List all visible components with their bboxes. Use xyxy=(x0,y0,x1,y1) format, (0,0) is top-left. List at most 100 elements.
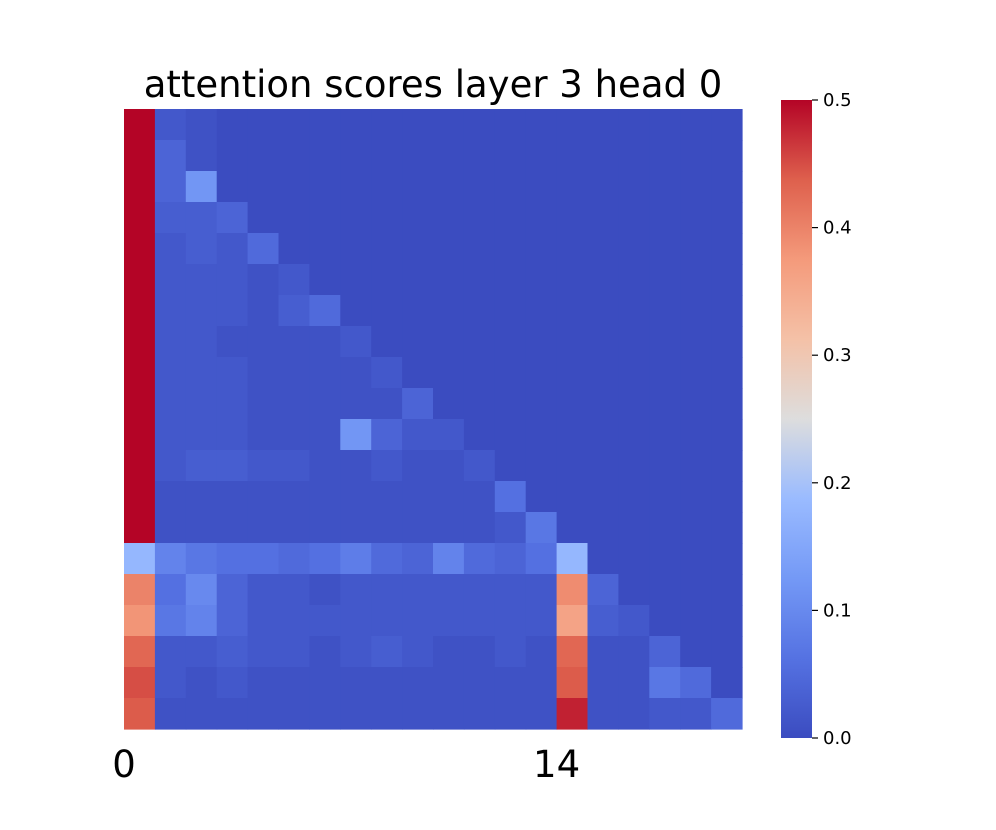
colorbar-tick-label: 0.3 xyxy=(823,345,852,366)
heatmap-cell xyxy=(556,481,589,513)
heatmap-cell xyxy=(680,388,712,420)
heatmap-cell xyxy=(649,419,681,451)
heatmap-cell xyxy=(216,605,249,637)
heatmap-cell xyxy=(680,543,712,575)
heatmap-cell xyxy=(247,667,280,699)
heatmap-cell xyxy=(371,667,403,699)
heatmap-cell xyxy=(309,512,341,544)
heatmap-cell xyxy=(618,357,650,389)
heatmap-cell xyxy=(587,698,619,730)
heatmap-cell xyxy=(711,171,743,203)
heatmap-cell xyxy=(309,574,341,606)
heatmap-cell xyxy=(154,512,187,544)
heatmap-cell xyxy=(340,357,372,389)
heatmap-cell xyxy=(247,574,280,606)
heatmap-cell xyxy=(309,698,341,730)
heatmap-cell xyxy=(494,512,527,544)
heatmap-cell xyxy=(525,295,558,327)
heatmap-cell xyxy=(309,171,341,203)
heatmap-cell xyxy=(278,171,310,203)
heatmap-cell xyxy=(618,109,650,141)
heatmap-cell xyxy=(371,636,403,668)
heatmap-cell xyxy=(433,543,465,575)
heatmap-cell xyxy=(340,202,372,234)
heatmap-cell xyxy=(463,512,496,544)
colorbar-tick-label: 0.1 xyxy=(823,600,852,621)
heatmap-cell xyxy=(371,574,403,606)
heatmap-cell xyxy=(494,357,527,389)
heatmap-cell xyxy=(371,388,403,420)
heatmap-cell xyxy=(124,388,156,420)
heatmap-cell xyxy=(185,512,218,544)
heatmap-cell xyxy=(618,450,650,482)
heatmap-cell xyxy=(463,295,496,327)
heatmap-cell xyxy=(463,109,496,141)
heatmap-cell xyxy=(618,543,650,575)
heatmap-cell xyxy=(494,109,527,141)
heatmap-cell xyxy=(402,295,434,327)
heatmap-cell xyxy=(463,450,496,482)
heatmap-cell xyxy=(649,264,681,296)
heatmap-cell xyxy=(618,605,650,637)
heatmap-cell xyxy=(711,140,743,172)
heatmap-cell xyxy=(124,171,156,203)
chart-title: attention scores layer 3 head 0 xyxy=(144,63,723,106)
heatmap-cell xyxy=(216,357,249,389)
heatmap-cell xyxy=(371,295,403,327)
heatmap-cell xyxy=(556,264,589,296)
heatmap-cell xyxy=(124,636,156,668)
heatmap-cell xyxy=(525,543,558,575)
heatmap-cell xyxy=(556,667,589,699)
heatmap-cell xyxy=(154,202,187,234)
heatmap-cell xyxy=(618,264,650,296)
heatmap-cell xyxy=(247,543,280,575)
heatmap-cell xyxy=(154,698,187,730)
heatmap-cell xyxy=(154,233,187,265)
heatmap-cell xyxy=(433,481,465,513)
heatmap-cell xyxy=(711,574,743,606)
heatmap-cell xyxy=(340,481,372,513)
heatmap-cell xyxy=(711,512,743,544)
heatmap-cell xyxy=(216,388,249,420)
heatmap-cell xyxy=(154,388,187,420)
heatmap-cell xyxy=(433,698,465,730)
heatmap-cell xyxy=(247,698,280,730)
heatmap-cell xyxy=(309,450,341,482)
heatmap-cell xyxy=(618,636,650,668)
heatmap-cell xyxy=(247,605,280,637)
heatmap-cell xyxy=(309,295,341,327)
heatmap-cell xyxy=(185,698,218,730)
heatmap-cell xyxy=(711,295,743,327)
heatmap-cell xyxy=(556,698,589,730)
heatmap-cell xyxy=(525,574,558,606)
heatmap-cell xyxy=(525,264,558,296)
heatmap-cell xyxy=(618,419,650,451)
heatmap-cell xyxy=(556,605,589,637)
heatmap-cell xyxy=(340,636,372,668)
heatmap-cell xyxy=(216,171,249,203)
heatmap-cell xyxy=(618,574,650,606)
heatmap-cell xyxy=(525,202,558,234)
heatmap-cell xyxy=(494,264,527,296)
heatmap-cell xyxy=(402,512,434,544)
heatmap-cell xyxy=(371,543,403,575)
heatmap-cell xyxy=(371,109,403,141)
heatmap-cell xyxy=(154,481,187,513)
heatmap-cell xyxy=(247,636,280,668)
heatmap-cell xyxy=(649,636,681,668)
heatmap-cell xyxy=(309,419,341,451)
heatmap-cell xyxy=(494,295,527,327)
heatmap-cell xyxy=(618,171,650,203)
heatmap-cell xyxy=(340,698,372,730)
heatmap-cell xyxy=(556,326,589,358)
heatmap-cell xyxy=(587,109,619,141)
heatmap-cell xyxy=(278,388,310,420)
heatmap-cell xyxy=(711,109,743,141)
heatmap-cell xyxy=(618,233,650,265)
heatmap-cell xyxy=(494,326,527,358)
heatmap-cell xyxy=(649,357,681,389)
colorbar-tick-label: 0.4 xyxy=(823,218,852,239)
heatmap-cell xyxy=(525,605,558,637)
heatmap-cell xyxy=(463,605,496,637)
heatmap-cell xyxy=(463,698,496,730)
